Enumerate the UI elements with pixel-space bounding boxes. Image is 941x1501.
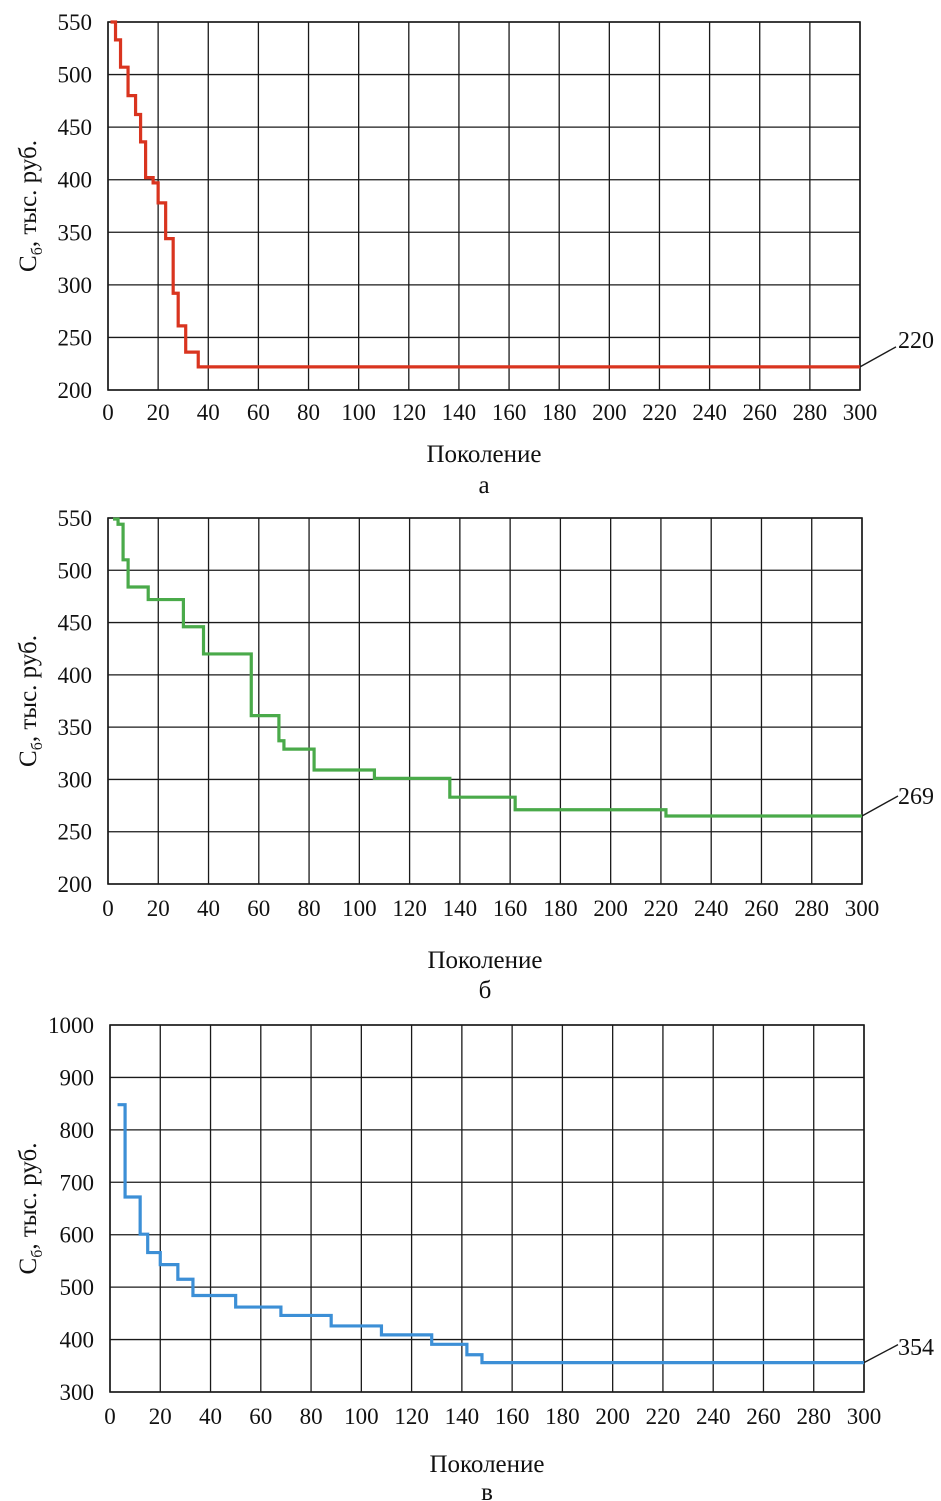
- series-line: [110, 20, 860, 369]
- x-tick-label: 220: [646, 1404, 681, 1429]
- y-tick-label: 300: [58, 767, 93, 792]
- x-tick-label: 20: [149, 1404, 172, 1429]
- end-value-label: 269: [898, 784, 934, 810]
- y-tick-label: 500: [58, 558, 93, 583]
- x-tick-label: 300: [847, 1404, 882, 1429]
- x-tick-label: 200: [592, 400, 627, 425]
- x-tick-label: 280: [794, 896, 829, 921]
- x-tick-label: 120: [392, 896, 427, 921]
- y-tick-label: 200: [58, 872, 93, 897]
- chart-panel-1: 0 20 40 60 80 100 120 140 160 180 200 220 240 260 280 3…: [15, 10, 934, 499]
- series-line: [117, 1103, 864, 1365]
- x-tick-label: 60: [249, 1404, 272, 1429]
- x-tick-label: 220: [642, 400, 677, 425]
- y-tick-label: 350: [58, 220, 93, 245]
- x-tick-label: 0: [104, 1404, 116, 1429]
- x-tick-label: 220: [644, 896, 679, 921]
- end-value-label: 220: [898, 328, 934, 354]
- x-tick-label: 100: [341, 400, 376, 425]
- y-tick-label: 300: [58, 273, 93, 298]
- plot-area-frame: [107, 517, 863, 885]
- chart-panel-2: 0 20 40 60 80 100 120 140 160 180 200 220 240 260 280 3…: [15, 506, 934, 1004]
- end-label-leader: [861, 795, 899, 817]
- x-tick-label: 260: [746, 1404, 781, 1429]
- y-tick-label: 350: [58, 715, 93, 740]
- x-tick-label: 260: [742, 400, 777, 425]
- x-axis-label: Поколение: [429, 1451, 544, 1478]
- y-tick-label: 200: [58, 378, 93, 403]
- x-tick-label: 300: [845, 896, 880, 921]
- y-tick-label: 250: [58, 820, 93, 845]
- x-tick-label: 80: [298, 896, 321, 921]
- y-tick-label: 400: [60, 1328, 95, 1353]
- x-tick-label: 80: [300, 1404, 323, 1429]
- y-tick-label: 400: [58, 168, 93, 193]
- y-tick-label: 700: [60, 1170, 95, 1195]
- x-tick-label: 120: [394, 1404, 429, 1429]
- x-tick-label: 140: [442, 400, 477, 425]
- x-tick-label: 60: [247, 896, 270, 921]
- y-tick-label: 400: [58, 663, 93, 688]
- x-tick-label: 100: [342, 896, 377, 921]
- y-tick-label: 500: [60, 1275, 95, 1300]
- x-tick-label: 40: [199, 1404, 222, 1429]
- x-tick-label: 160: [495, 1404, 530, 1429]
- y-tick-label: 600: [60, 1223, 95, 1248]
- x-tick-label: 180: [545, 1404, 580, 1429]
- x-tick-label: 240: [694, 896, 729, 921]
- y-tick-label: 300: [60, 1380, 95, 1405]
- x-tick-label: 140: [443, 896, 478, 921]
- y-axis-label: Cб, тыс. руб.: [15, 1143, 46, 1275]
- y-tick-label: 450: [58, 611, 93, 636]
- chart-panel-3: 0 20 40 60 80 100 120 140 160 180 200 220 240 260 280 3…: [15, 1013, 934, 1501]
- end-label-leader: [859, 346, 897, 368]
- x-tick-label: 180: [542, 400, 577, 425]
- panel-label: а: [478, 472, 489, 499]
- x-tick-label: 80: [297, 400, 320, 425]
- x-tick-label: 160: [492, 400, 527, 425]
- x-tick-label: 60: [247, 400, 270, 425]
- y-tick-label: 500: [58, 63, 93, 88]
- x-tick-label: 40: [197, 896, 220, 921]
- x-tick-label: 280: [796, 1404, 831, 1429]
- x-tick-label: 280: [793, 400, 828, 425]
- x-tick-label: 300: [843, 400, 878, 425]
- y-tick-label: 900: [60, 1065, 95, 1090]
- x-tick-label: 160: [493, 896, 528, 921]
- x-tick-label: 0: [102, 400, 114, 425]
- y-tick-label: 800: [60, 1118, 95, 1143]
- y-tick-label: 450: [58, 115, 93, 140]
- end-label-leader: [863, 1344, 899, 1364]
- x-tick-label: 40: [197, 400, 220, 425]
- y-tick-label: 550: [58, 10, 93, 35]
- x-tick-label: 260: [744, 896, 779, 921]
- x-tick-label: 20: [147, 400, 170, 425]
- x-tick-label: 200: [593, 896, 628, 921]
- panel-label: б: [479, 977, 492, 1004]
- y-tick-label: 550: [58, 506, 93, 531]
- x-axis-label: Поколение: [427, 947, 542, 974]
- x-tick-label: 0: [102, 896, 114, 921]
- x-tick-label: 100: [344, 1404, 379, 1429]
- x-axis-label: Поколение: [426, 441, 541, 468]
- plot-area-frame: [109, 1024, 865, 1393]
- y-tick-label: 1000: [48, 1013, 94, 1038]
- x-tick-label: 240: [696, 1404, 731, 1429]
- x-tick-label: 140: [445, 1404, 480, 1429]
- y-tick-label: 250: [58, 325, 93, 350]
- y-axis-label: Cб, тыс. руб.: [15, 140, 46, 272]
- plot-area-frame: [107, 21, 861, 391]
- x-tick-label: 240: [692, 400, 727, 425]
- y-axis-label: Cб, тыс. руб.: [15, 635, 46, 767]
- panel-label: в: [481, 1479, 493, 1501]
- series-line: [113, 517, 862, 818]
- x-tick-label: 180: [543, 896, 578, 921]
- end-value-label: 354: [898, 1335, 934, 1361]
- x-tick-label: 120: [392, 400, 427, 425]
- x-tick-label: 20: [147, 896, 170, 921]
- x-tick-label: 200: [595, 1404, 630, 1429]
